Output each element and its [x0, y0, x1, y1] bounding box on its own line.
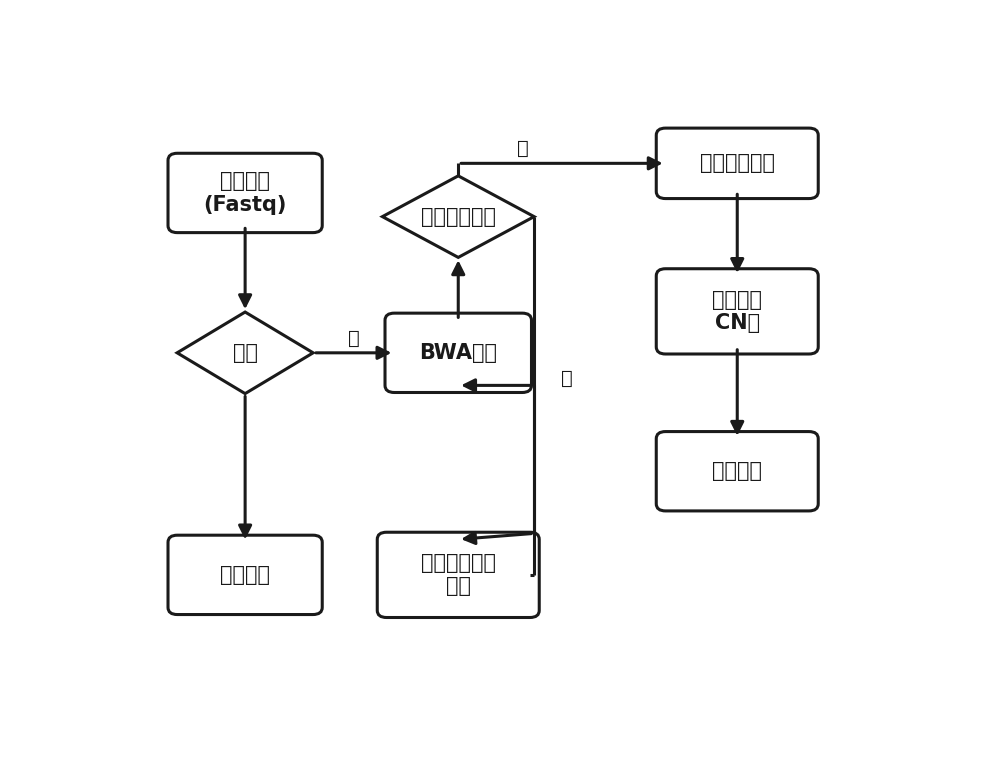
Text: 结果分析: 结果分析 [712, 461, 762, 481]
Text: 重新建库: 重新建库 [220, 565, 270, 585]
Text: 计算区域
CN值: 计算区域 CN值 [712, 290, 762, 333]
Text: 测序文件
(Fastq): 测序文件 (Fastq) [203, 171, 287, 215]
FancyBboxPatch shape [385, 313, 531, 392]
FancyBboxPatch shape [168, 153, 322, 232]
FancyBboxPatch shape [656, 431, 818, 511]
Polygon shape [382, 176, 534, 258]
Text: 是: 是 [348, 328, 360, 348]
FancyBboxPatch shape [168, 535, 322, 614]
Text: 地贫区域检测: 地贫区域检测 [700, 153, 775, 173]
Text: 捕获效率评估: 捕获效率评估 [421, 207, 496, 227]
Polygon shape [177, 312, 313, 394]
Text: 否: 否 [561, 368, 573, 388]
FancyBboxPatch shape [656, 128, 818, 198]
Text: 加测，重新取
样等: 加测，重新取 样等 [421, 553, 496, 597]
Text: BWA比对: BWA比对 [419, 343, 497, 363]
Text: 是: 是 [517, 139, 529, 158]
Text: 质控: 质控 [233, 343, 258, 363]
FancyBboxPatch shape [377, 532, 539, 618]
FancyBboxPatch shape [656, 268, 818, 354]
